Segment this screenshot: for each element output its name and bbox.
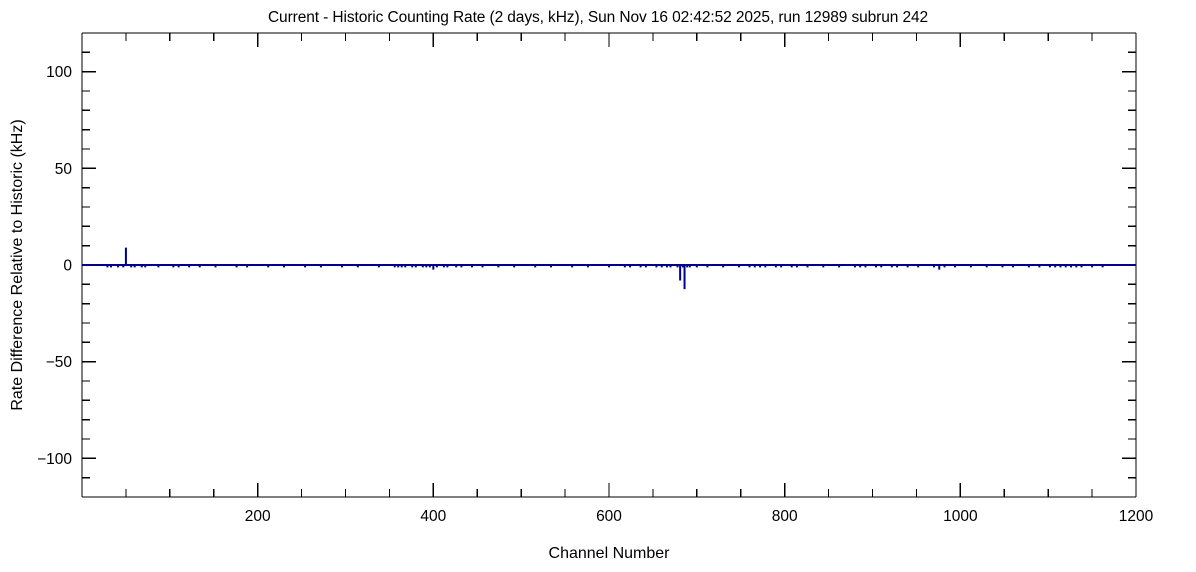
y-tick-label: −100 [37, 451, 72, 468]
y-tick-label: −50 [46, 354, 73, 371]
x-tick-label: 200 [245, 508, 271, 525]
tick-label-layer: −100 −50 0 50 100 200 400 600 800 1000 1200 [37, 64, 1154, 525]
x-tick-label: 400 [420, 508, 446, 525]
x-tick-label: 600 [596, 508, 622, 525]
x-tick-label: 800 [772, 508, 798, 525]
y-tick-label: 50 [55, 161, 73, 178]
data-series-line [82, 247, 1124, 290]
y-tick-label: 0 [63, 258, 72, 275]
y-axis-title: Rate Difference Relative to Historic (kH… [9, 119, 26, 410]
x-tick-label: 1200 [1119, 508, 1154, 525]
chart-title: Current - Historic Counting Rate (2 days… [267, 9, 929, 26]
y-tick-label: 100 [46, 64, 72, 81]
x-tick-label: 1000 [943, 508, 978, 525]
x-axis-title: Channel Number [549, 545, 671, 562]
data-series-layer [82, 247, 1136, 290]
